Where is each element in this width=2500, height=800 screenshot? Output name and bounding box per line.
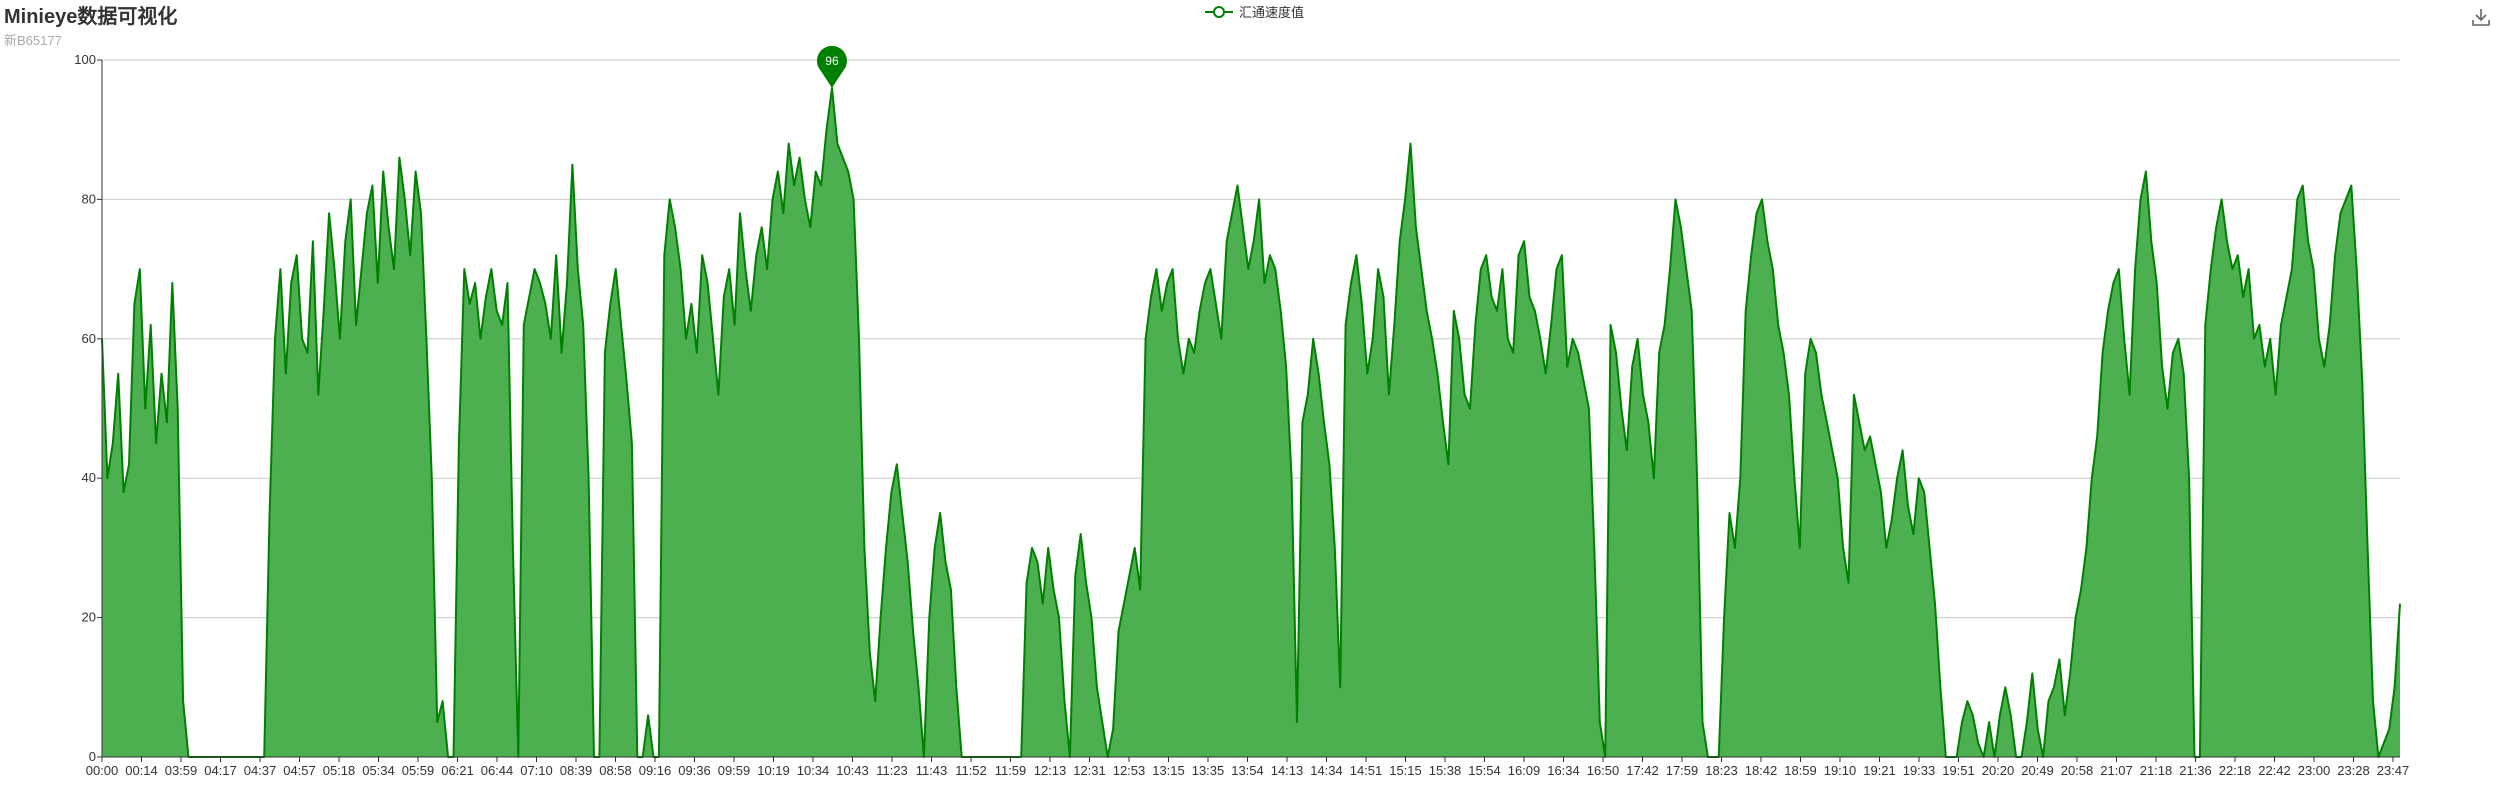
x-tick-label: 05:59 [402, 763, 435, 778]
y-tick-label: 20 [82, 610, 96, 625]
x-tick-label: 10:34 [797, 763, 830, 778]
x-tick-label: 15:15 [1389, 763, 1422, 778]
x-tick-label: 00:00 [86, 763, 119, 778]
x-tick-label: 18:23 [1705, 763, 1738, 778]
legend-item-speed[interactable]: 汇通速度值 [1205, 2, 1304, 21]
chart-title: Minieye数据可视化 [4, 6, 178, 28]
x-tick-label: 09:59 [718, 763, 751, 778]
x-tick-label: 19:10 [1824, 763, 1857, 778]
x-tick-label: 10:43 [836, 763, 869, 778]
x-tick-label: 21:18 [2140, 763, 2173, 778]
x-tick-label: 20:49 [2021, 763, 2054, 778]
x-tick-label: 23:47 [2377, 763, 2410, 778]
x-tick-label: 22:42 [2258, 763, 2291, 778]
y-tick-label: 0 [89, 749, 96, 764]
y-tick-label: 40 [82, 470, 96, 485]
x-tick-label: 15:38 [1429, 763, 1462, 778]
max-mark-pin [816, 45, 847, 88]
x-tick-label: 18:42 [1745, 763, 1778, 778]
x-tick-label: 05:18 [323, 763, 356, 778]
x-tick-label: 16:50 [1587, 763, 1620, 778]
x-tick-label: 09:36 [678, 763, 711, 778]
x-tick-label: 09:16 [639, 763, 672, 778]
x-tick-label: 14:34 [1310, 763, 1343, 778]
x-tick-label: 06:21 [441, 763, 474, 778]
x-tick-label: 20:20 [1982, 763, 2015, 778]
x-tick-label: 10:19 [757, 763, 790, 778]
x-tick-label: 08:39 [560, 763, 593, 778]
x-tick-label: 12:13 [1034, 763, 1067, 778]
x-tick-label: 11:52 [955, 763, 987, 778]
x-tick-label: 14:51 [1350, 763, 1383, 778]
x-tick-label: 04:17 [204, 763, 237, 778]
x-tick-label: 23:00 [2298, 763, 2331, 778]
x-tick-label: 23:28 [2337, 763, 2370, 778]
x-tick-label: 13:15 [1152, 763, 1185, 778]
x-tick-label: 07:10 [520, 763, 553, 778]
x-tick-label: 08:58 [599, 763, 632, 778]
x-tick-label: 16:34 [1547, 763, 1580, 778]
x-tick-label: 19:51 [1942, 763, 1975, 778]
chart-subtitle: 新B65177 [4, 33, 62, 48]
x-tick-label: 03:59 [165, 763, 198, 778]
download-icon[interactable] [2470, 6, 2492, 28]
series-area [102, 87, 2400, 757]
x-tick-label: 16:09 [1508, 763, 1541, 778]
x-tick-label: 19:21 [1863, 763, 1896, 778]
max-mark-label: 96 [825, 54, 839, 68]
x-tick-label: 18:59 [1784, 763, 1817, 778]
x-tick-label: 04:37 [244, 763, 277, 778]
x-tick-label: 05:34 [362, 763, 395, 778]
x-tick-label: 14:13 [1271, 763, 1304, 778]
x-tick-label: 13:54 [1231, 763, 1264, 778]
x-tick-label: 15:54 [1468, 763, 1501, 778]
x-tick-label: 17:42 [1626, 763, 1659, 778]
x-tick-label: 12:31 [1073, 763, 1106, 778]
x-tick-label: 17:59 [1666, 763, 1699, 778]
x-tick-label: 22:18 [2219, 763, 2252, 778]
legend-label: 汇通速度值 [1239, 5, 1305, 20]
x-tick-label: 20:58 [2061, 763, 2094, 778]
y-tick-label: 60 [82, 331, 96, 346]
x-tick-label: 00:14 [125, 763, 158, 778]
y-tick-label: 80 [82, 191, 96, 206]
x-tick-label: 04:57 [283, 763, 316, 778]
y-tick-label: 100 [74, 52, 96, 67]
x-tick-label: 11:59 [995, 763, 1027, 778]
x-tick-label: 21:36 [2179, 763, 2212, 778]
x-tick-label: 11:43 [916, 763, 948, 778]
x-tick-label: 11:23 [876, 763, 908, 778]
x-tick-label: 12:53 [1113, 763, 1146, 778]
x-tick-label: 19:33 [1903, 763, 1936, 778]
x-tick-label: 13:35 [1192, 763, 1225, 778]
x-tick-label: 06:44 [481, 763, 514, 778]
line-circle-icon [1205, 5, 1233, 18]
x-tick-label: 21:07 [2100, 763, 2133, 778]
